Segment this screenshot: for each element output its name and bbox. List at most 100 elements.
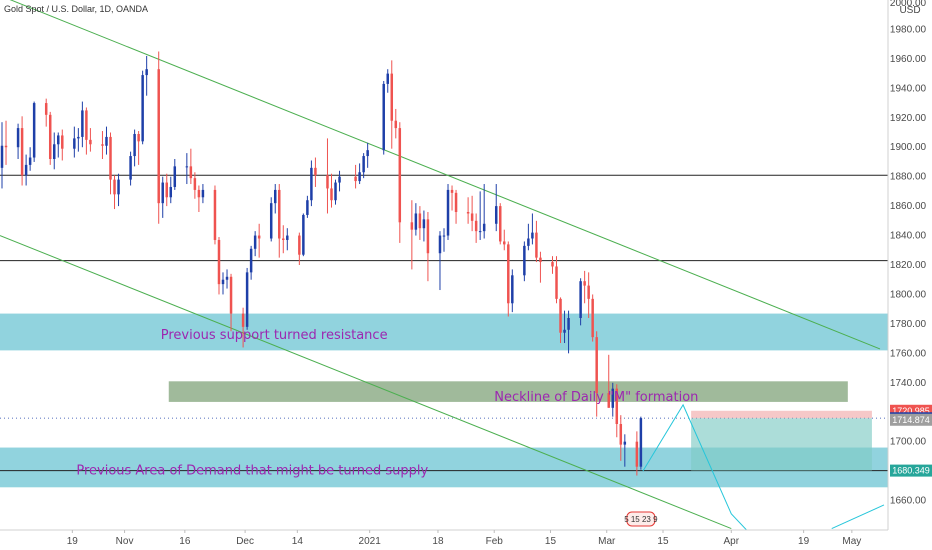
candle-2020-11-05[interactable] xyxy=(141,70,144,145)
candle-2021-01-18[interactable] xyxy=(438,231,442,291)
candle-2020-12-16[interactable] xyxy=(306,195,309,218)
candle-2021-03-02[interactable] xyxy=(611,382,615,417)
candle-2020-10-23[interactable] xyxy=(89,128,92,152)
candle-2020-11-18[interactable] xyxy=(193,172,197,199)
candle-2020-12-14[interactable] xyxy=(298,232,301,265)
candle-2020-12-22[interactable] xyxy=(330,173,333,208)
candle-2021-01-07[interactable] xyxy=(394,108,398,139)
candle-2021-03-03[interactable] xyxy=(615,384,619,438)
candle-2020-11-11[interactable] xyxy=(165,173,168,207)
candle-2020-10-12[interactable] xyxy=(44,98,48,127)
candle-2020-11-04[interactable] xyxy=(137,131,140,165)
candle-2021-01-27[interactable] xyxy=(474,213,478,243)
candle-2021-02-02[interactable] xyxy=(499,203,502,245)
candle-2020-10-19[interactable] xyxy=(73,126,76,158)
candle-2020-11-13[interactable] xyxy=(173,159,177,190)
candle-2020-12-17[interactable] xyxy=(310,160,313,207)
upper-channel-line[interactable] xyxy=(0,0,881,350)
candle-2020-11-27[interactable] xyxy=(229,273,233,332)
candle-2020-12-08[interactable] xyxy=(273,184,277,214)
entry-price-tag[interactable]: 1714.874 xyxy=(890,413,932,426)
candle-2020-12-01[interactable] xyxy=(245,267,249,330)
candle-2021-01-28[interactable] xyxy=(478,191,482,240)
candle-2020-12-24[interactable] xyxy=(338,170,341,192)
candle-2020-10-01[interactable] xyxy=(0,122,4,189)
candle-2020-10-21[interactable] xyxy=(81,101,84,148)
target-price-tag[interactable]: 1680.349 xyxy=(890,464,932,477)
candle-2021-02-23[interactable] xyxy=(583,270,586,304)
candle-2020-11-02[interactable] xyxy=(129,151,132,186)
candle-2020-12-29[interactable] xyxy=(358,163,361,185)
candle-2021-01-21[interactable] xyxy=(450,185,454,211)
candle-2020-10-28[interactable] xyxy=(109,132,112,195)
price-axis[interactable]: USD 1660.001680.001700.001720.001740.001… xyxy=(887,0,932,550)
candle-2021-02-18[interactable] xyxy=(563,310,566,344)
candle-2020-11-19[interactable] xyxy=(197,185,201,213)
event-badge[interactable]: 5 15 23 9 xyxy=(624,511,658,527)
candle-2021-02-17[interactable] xyxy=(559,297,562,344)
previous-support-label[interactable]: Previous support turned resistance xyxy=(161,328,388,343)
candle-2021-01-11[interactable] xyxy=(410,200,414,270)
candle-2021-01-05[interactable] xyxy=(386,69,389,93)
candle-2020-10-27[interactable] xyxy=(105,126,108,155)
candle-2021-01-12[interactable] xyxy=(414,203,418,236)
candle-2020-12-18[interactable] xyxy=(314,157,317,187)
candle-2021-01-20[interactable] xyxy=(446,184,450,240)
candle-2020-11-17[interactable] xyxy=(189,148,193,185)
candle-2021-02-03[interactable] xyxy=(503,229,506,251)
projection-path-continuation[interactable] xyxy=(831,504,885,529)
candle-2021-02-12[interactable] xyxy=(539,251,542,283)
candle-2020-11-03[interactable] xyxy=(133,129,136,167)
candle-2020-11-16[interactable] xyxy=(185,153,189,185)
candle-2020-10-07[interactable] xyxy=(24,154,28,186)
candle-2020-12-07[interactable] xyxy=(269,197,273,242)
candle-2020-10-05[interactable] xyxy=(16,123,20,159)
candle-2021-01-15[interactable] xyxy=(426,212,430,282)
candle-2021-02-22[interactable] xyxy=(579,278,582,326)
candle-2021-01-29[interactable] xyxy=(482,184,486,239)
candle-2021-02-05[interactable] xyxy=(511,269,514,313)
candle-2021-02-24[interactable] xyxy=(587,272,590,318)
candle-2020-10-26[interactable] xyxy=(101,131,104,159)
candle-2020-12-28[interactable] xyxy=(354,164,357,189)
candle-2021-01-04[interactable] xyxy=(382,80,385,155)
candle-2020-10-15[interactable] xyxy=(57,132,60,158)
candle-2020-10-02[interactable] xyxy=(4,120,8,165)
candle-2021-01-26[interactable] xyxy=(470,195,474,232)
candle-2021-02-08[interactable] xyxy=(523,241,526,282)
candle-2021-02-15[interactable] xyxy=(551,256,554,274)
candle-2021-01-19[interactable] xyxy=(442,228,446,252)
candle-2020-12-09[interactable] xyxy=(278,184,281,258)
candle-2021-02-04[interactable] xyxy=(507,241,510,317)
candle-2020-12-04[interactable] xyxy=(257,223,261,258)
candle-2021-01-25[interactable] xyxy=(466,197,470,224)
candle-2020-12-10[interactable] xyxy=(282,225,285,254)
candle-2020-11-25[interactable] xyxy=(221,272,225,295)
candle-2021-01-06[interactable] xyxy=(390,60,394,149)
neckline-zone[interactable] xyxy=(168,381,848,402)
candle-2020-12-21[interactable] xyxy=(326,138,329,214)
candle-2020-10-13[interactable] xyxy=(48,111,52,165)
candle-2020-12-23[interactable] xyxy=(334,179,337,205)
candle-2021-02-09[interactable] xyxy=(527,223,530,251)
candle-2020-10-29[interactable] xyxy=(113,175,116,210)
candle-2020-10-09[interactable] xyxy=(32,101,36,162)
candle-2021-01-14[interactable] xyxy=(422,210,426,242)
candle-2020-10-14[interactable] xyxy=(52,132,56,170)
candle-2021-02-19[interactable] xyxy=(567,310,570,354)
candle-2021-02-01[interactable] xyxy=(494,184,498,232)
candle-2020-11-09[interactable] xyxy=(157,51,160,224)
candle-2020-11-20[interactable] xyxy=(201,184,205,204)
candle-2020-12-03[interactable] xyxy=(253,231,257,257)
candle-2020-10-30[interactable] xyxy=(117,173,120,207)
candle-2020-11-24[interactable] xyxy=(217,237,221,295)
candle-2020-11-06[interactable] xyxy=(145,55,148,96)
previous-support-zone[interactable] xyxy=(0,313,888,351)
candle-2021-03-04[interactable] xyxy=(619,415,623,461)
candle-2020-10-08[interactable] xyxy=(28,147,32,171)
candle-2020-10-22[interactable] xyxy=(85,107,88,155)
candle-2021-02-25[interactable] xyxy=(591,294,594,342)
candle-2021-03-05[interactable] xyxy=(623,434,627,467)
